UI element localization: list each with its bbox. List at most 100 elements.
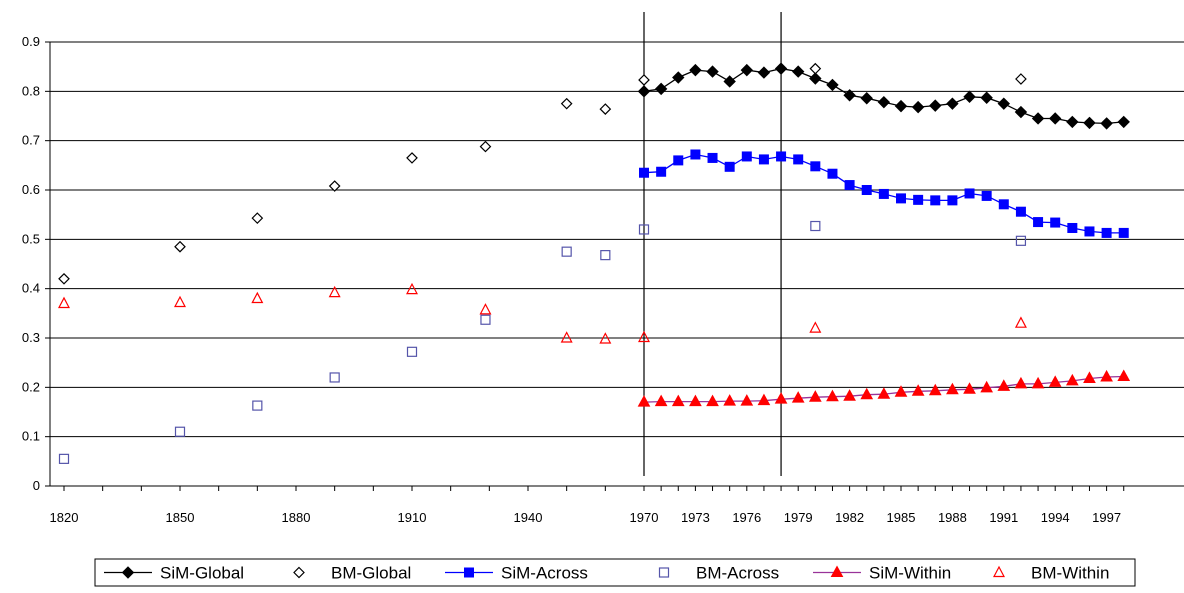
data-point [1015,206,1026,217]
y-tick-label: 0 [33,478,40,493]
x-tick-label: 1910 [398,510,427,525]
data-point [1118,227,1129,238]
data-point [654,82,668,96]
data-point [809,72,822,85]
data-point [599,332,612,344]
data-point [599,103,612,115]
data-point [1014,316,1027,328]
legend-marker [121,566,135,579]
data-point [1015,235,1027,246]
legend-box [94,558,1136,587]
x-tick-label: 1970 [630,510,659,525]
data-point [758,154,769,165]
data-point [654,394,668,407]
data-point [911,100,925,114]
data-point [656,166,667,177]
data-point [1066,115,1079,129]
data-point [689,63,702,77]
y-tick-label: 0.4 [22,281,40,296]
x-tick-label: 1988 [938,510,967,525]
data-point [560,97,573,110]
data-point [877,95,891,109]
data-point [251,291,264,304]
data-point [58,272,70,285]
data-point [843,389,856,401]
x-tick-label: 1982 [835,510,864,525]
x-tick-label: 1973 [681,510,710,525]
legend: SiM-Global BM-Global SiM-Across BM-Across Si… [94,558,1136,587]
data-point [998,199,1009,210]
data-point [328,285,341,298]
data-point [774,392,788,404]
data-point [860,387,874,400]
data-point [964,188,975,199]
tick-labels: 0 0.1 0.2 0.3 0.4 0.5 0.6 0.7 0.8 0.9 1820 1850 1880… [22,34,1121,525]
series-bm-within [58,282,1027,344]
data-point [809,62,822,75]
y-tick-label: 0.5 [22,231,40,246]
data-point [928,383,942,396]
data-point [174,240,186,253]
y-tick-label: 0.8 [22,83,40,98]
data-point [757,393,771,406]
data-point [1083,371,1096,383]
legend-marker [293,566,305,579]
legend-item-sim-global: SiM-Global [104,564,244,583]
data-point [843,89,856,102]
data-point [638,74,650,86]
data-point [639,167,649,178]
data-point [638,224,650,235]
data-point [997,97,1011,110]
series-bm-across [58,220,1027,464]
gridlines [50,41,1184,438]
data-point [980,91,993,104]
data-point [827,168,838,179]
data-point [894,99,908,113]
data-point [1084,226,1095,237]
legend-marker [993,565,1005,578]
legend-marker [464,567,474,578]
x-tick-label: 1976 [732,510,761,525]
y-tick-label: 0.7 [22,133,40,148]
x-tick-label: 1880 [282,510,311,525]
data-point [826,78,839,92]
data-point [1101,227,1112,238]
data-point [1014,105,1028,119]
x-tick-label: 1997 [1092,510,1121,525]
legend-item-bm-across: BM-Across [658,564,779,583]
data-point [860,92,873,105]
x-tick-label: 1985 [887,510,916,525]
data-point [707,152,718,163]
data-point [673,155,684,166]
legend-label: BM-Global [331,564,411,583]
legend-item-sim-across: SiM-Across [445,564,588,583]
series-sim-across [639,149,1129,238]
data-point [826,389,839,402]
legend-label: BM-Within [1031,564,1109,583]
data-point [1117,369,1131,381]
data-point [861,185,872,195]
x-tick-label: 1994 [1041,510,1070,525]
axes [45,41,1184,491]
data-point [479,303,492,315]
data-point [793,154,804,165]
reference-lines [643,12,782,476]
x-tick-label: 1979 [784,510,813,525]
data-point [1117,115,1130,129]
data-point [776,151,787,162]
data-point [913,194,924,205]
x-tick-label: 1820 [50,510,79,525]
legend-label: BM-Across [696,564,779,583]
data-point [791,391,805,403]
data-point [706,65,719,78]
data-point [929,99,942,112]
data-point [740,394,754,406]
data-point [723,75,736,88]
x-tick-label: 1850 [166,510,195,525]
data-point [774,62,788,75]
series-sim-global [637,62,1130,130]
series-bm-global [58,62,1027,285]
data-point [1065,373,1079,386]
